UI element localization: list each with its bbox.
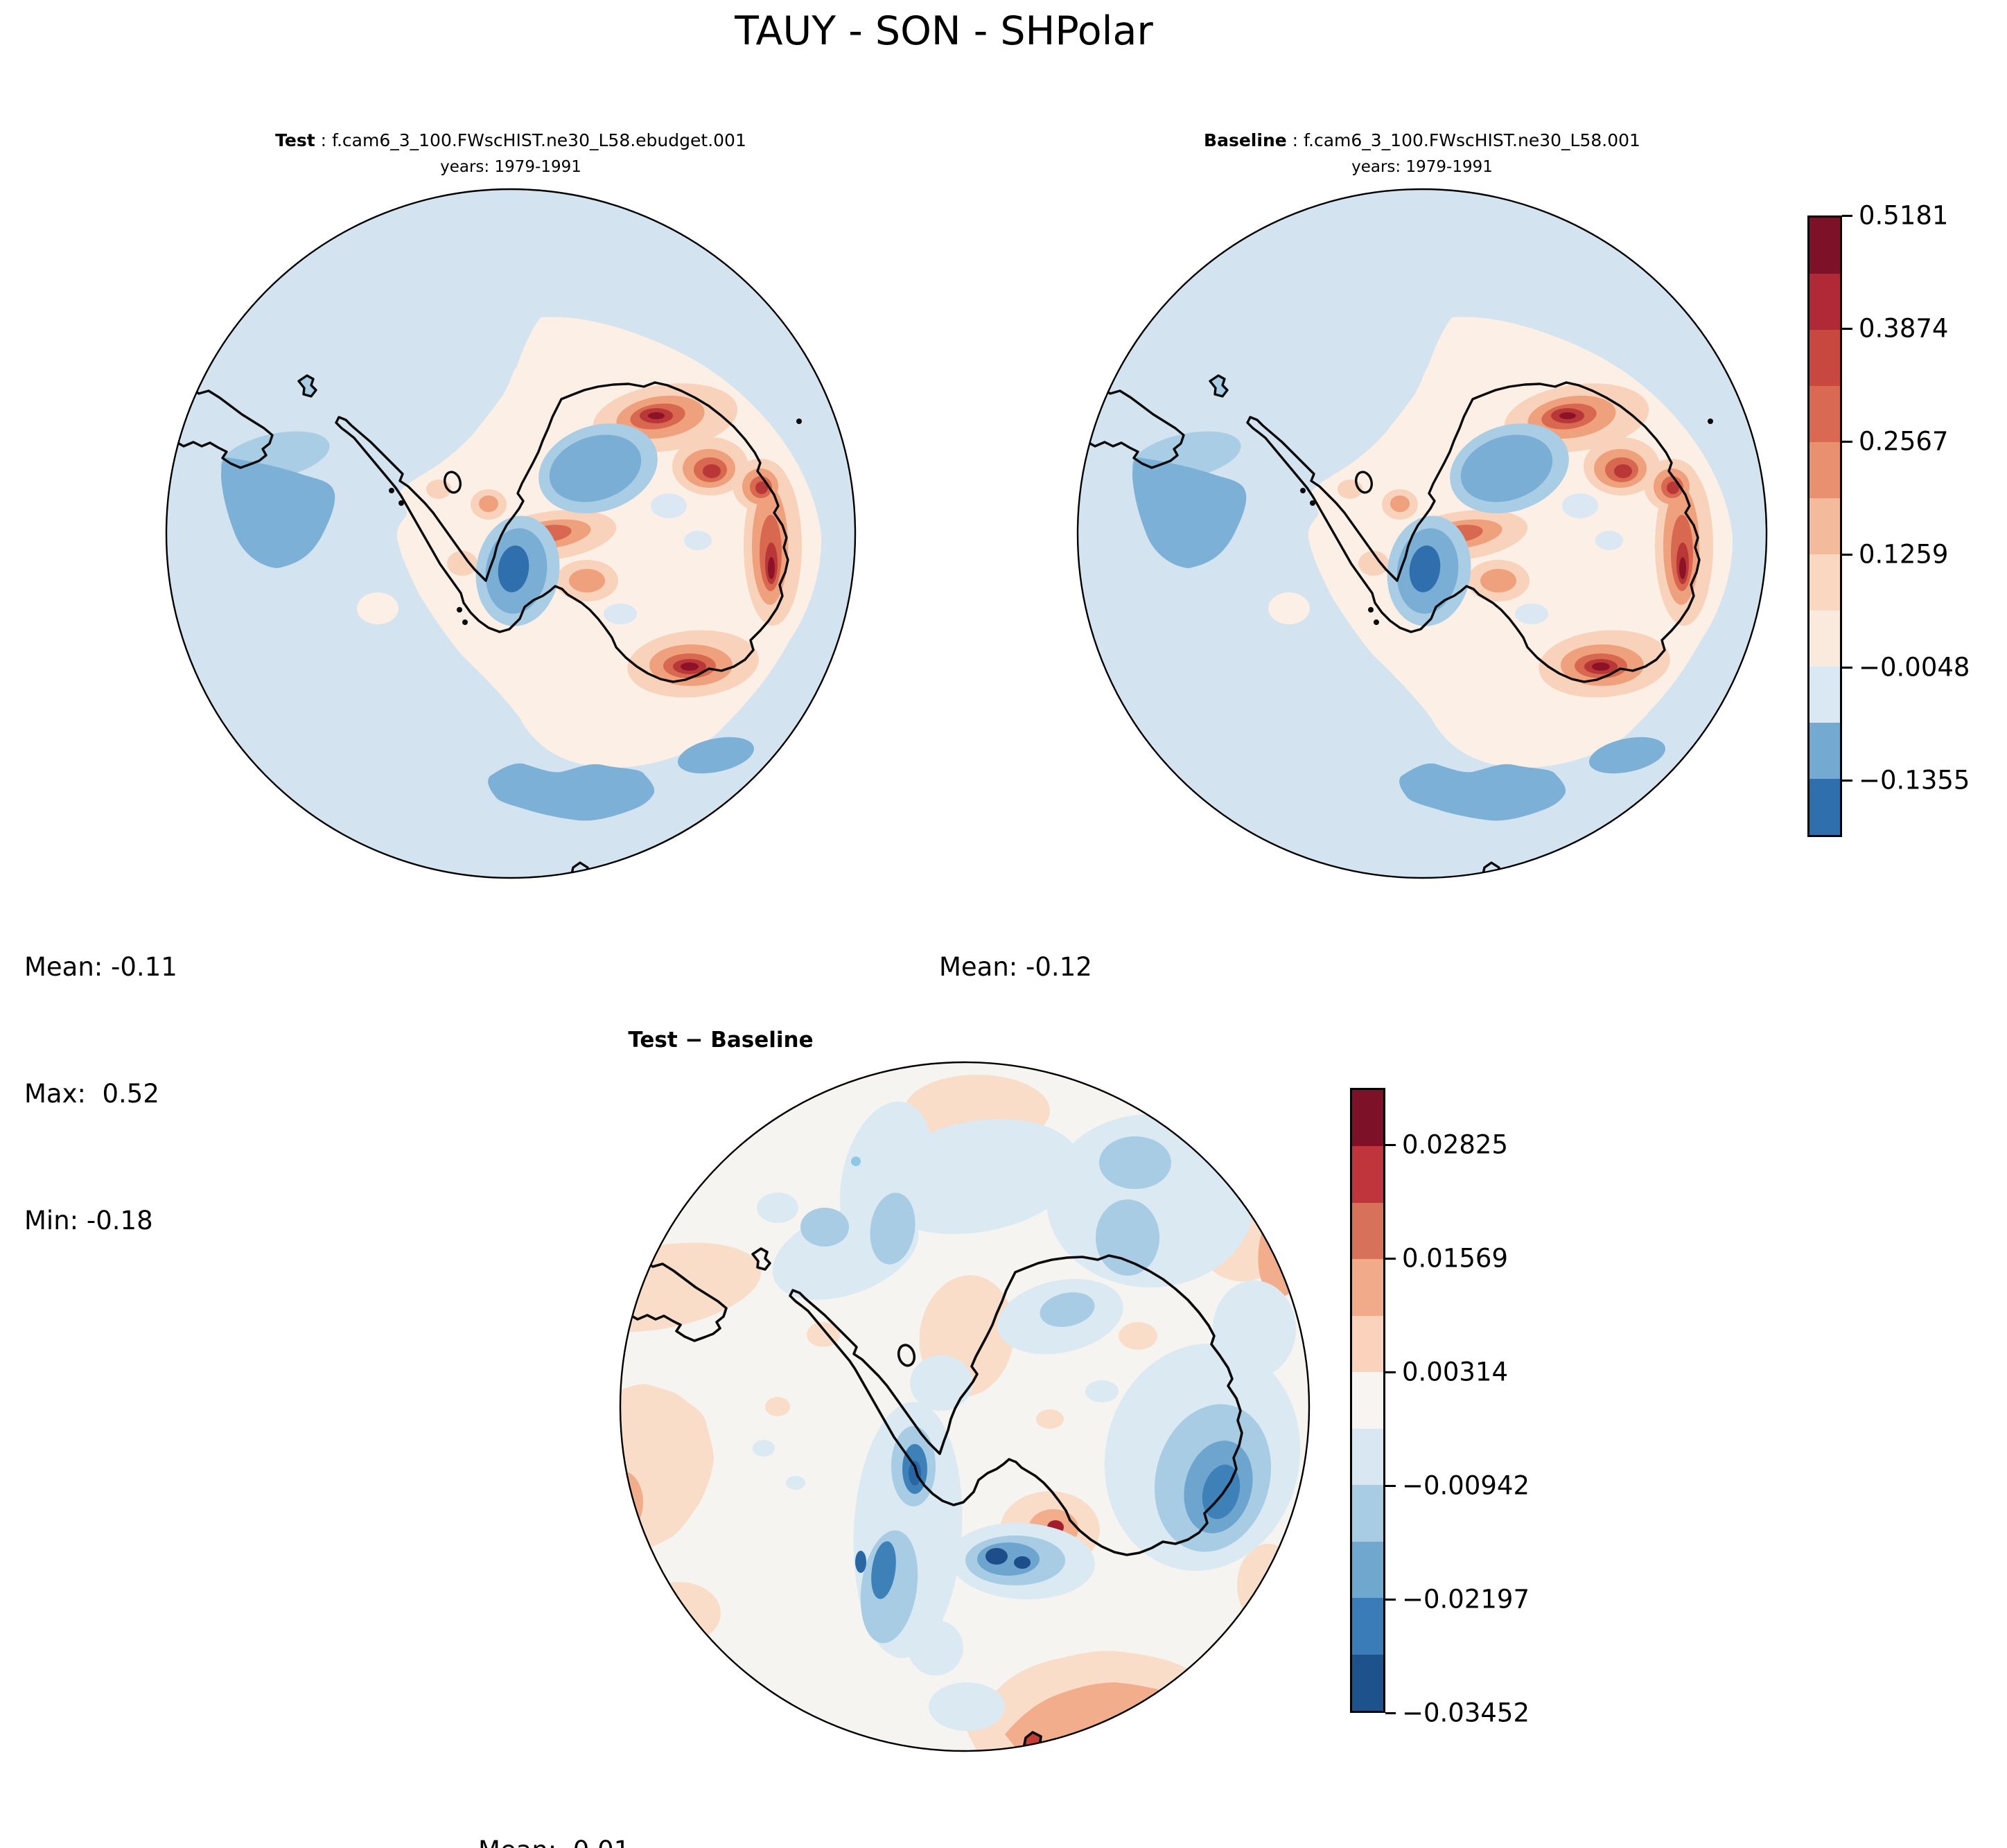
colorbar-label: −0.0048 xyxy=(1859,652,1970,683)
colorbar-segment xyxy=(1352,1485,1383,1542)
colorbar-tick xyxy=(1385,1599,1396,1601)
diff-mean: Mean: 0.01 xyxy=(478,1829,630,1848)
baseline-years-line: years: 1979-1991 xyxy=(1351,158,1493,176)
page-title: TAUY - SON - SHPolar xyxy=(735,8,1153,54)
colorbar-segment xyxy=(1352,1654,1383,1711)
colorbar-tick xyxy=(1385,1712,1396,1714)
colorbar-label: −0.1355 xyxy=(1859,765,1970,795)
colorbar-segment xyxy=(1352,1202,1383,1260)
main-colorbar: 0.5181 0.3874 0.2567 0.1259 −0.0048 −0.1355 xyxy=(1807,201,1970,837)
baseline-mean: Mean: -0.12 xyxy=(939,952,1092,982)
colorbar-label: −0.03452 xyxy=(1402,1698,1530,1728)
antarctica-coastline xyxy=(789,1254,1243,1556)
colorbar-tick xyxy=(1842,215,1852,217)
colorbar-label: 0.5181 xyxy=(1859,200,1949,231)
colorbar-segment xyxy=(1809,779,1840,835)
colorbar-segment xyxy=(1352,1598,1383,1655)
test-map xyxy=(163,186,859,881)
baseline-map xyxy=(1074,186,1770,881)
colorbar-segment xyxy=(1352,1259,1383,1316)
diff-stats: Mean: 0.01 Max: 0.03 Min: -0.03 xyxy=(478,1745,630,1848)
baseline-case-line: Baseline : f.cam6_3_100.FWscHIST.ne30_L5… xyxy=(1204,130,1640,150)
colorbar-tick xyxy=(1385,1143,1396,1146)
colorbar-label: −0.00942 xyxy=(1402,1470,1530,1501)
weddell-island xyxy=(897,1344,916,1367)
diff-coastlines xyxy=(620,1247,1243,1751)
diff-panel-title: Test − Baseline xyxy=(628,1028,814,1053)
colorbar-tick xyxy=(1385,1371,1396,1373)
diff-map xyxy=(619,1061,1311,1752)
colorbar-label: 0.01569 xyxy=(1402,1243,1509,1274)
test-years-line: years: 1979-1991 xyxy=(440,158,581,176)
map-frame-circle xyxy=(619,1061,1311,1752)
colorbar-tick xyxy=(1842,667,1852,669)
falkland-island xyxy=(751,1247,771,1271)
colorbar-segment xyxy=(1809,218,1840,274)
colorbar-segment xyxy=(1809,610,1840,667)
colorbar-tick xyxy=(1842,328,1852,331)
colorbar-label: 0.2567 xyxy=(1859,426,1949,457)
colorbar-label: 0.02825 xyxy=(1402,1129,1509,1160)
colorbar-label: 0.3874 xyxy=(1859,313,1949,344)
colorbar-segment xyxy=(1809,723,1840,779)
colorbar-tick xyxy=(1842,554,1852,556)
colorbar-label: −0.02197 xyxy=(1402,1584,1530,1614)
colorbar-segment xyxy=(1809,386,1840,442)
test-case-line: Test : f.cam6_3_100.FWscHIST.ne30_L58.eb… xyxy=(275,130,746,150)
colorbar-label: 0.00314 xyxy=(1402,1357,1509,1387)
colorbar-segment xyxy=(1352,1428,1383,1486)
colorbar-segment xyxy=(1809,667,1840,723)
colorbar-segment xyxy=(1352,1090,1383,1147)
colorbar-label: 0.1259 xyxy=(1859,539,1949,570)
colorbar-gradient xyxy=(1350,1088,1385,1713)
baseline-panel-subtitle: Baseline : f.cam6_3_100.FWscHIST.ne30_L5… xyxy=(1076,127,1769,181)
colorbar-segment xyxy=(1352,1315,1383,1373)
colorbar-segment xyxy=(1352,1541,1383,1599)
colorbar-segment xyxy=(1352,1372,1383,1429)
test-min: Min: -0.18 xyxy=(24,1206,153,1235)
test-mean: Mean: -0.11 xyxy=(24,952,177,982)
south-america-coastline xyxy=(620,1254,728,1342)
colorbar-tick xyxy=(1385,1485,1396,1488)
colorbar-tick xyxy=(1842,780,1852,782)
colorbar-segment xyxy=(1809,330,1840,386)
test-panel-subtitle: Test : f.cam6_3_100.FWscHIST.ne30_L58.eb… xyxy=(164,127,857,181)
colorbar-segment xyxy=(1809,554,1840,610)
diff-cool-patches xyxy=(753,1101,1301,1731)
colorbar-tick xyxy=(1385,1257,1396,1260)
colorbar-segment xyxy=(1809,274,1840,330)
colorbar-segment xyxy=(1809,442,1840,498)
colorbar-segment xyxy=(1352,1146,1383,1203)
test-stats: Mean: -0.11 Max: 0.52 Min: -0.18 xyxy=(24,861,177,1326)
diff-colorbar: 0.02825 0.01569 0.00314 −0.00942 −0.02197 −0.… xyxy=(1350,1088,1530,1728)
test-max: Max: 0.52 xyxy=(24,1079,159,1109)
colorbar-tick xyxy=(1842,441,1852,443)
colorbar-gradient xyxy=(1807,215,1842,837)
colorbar-segment xyxy=(1809,498,1840,554)
